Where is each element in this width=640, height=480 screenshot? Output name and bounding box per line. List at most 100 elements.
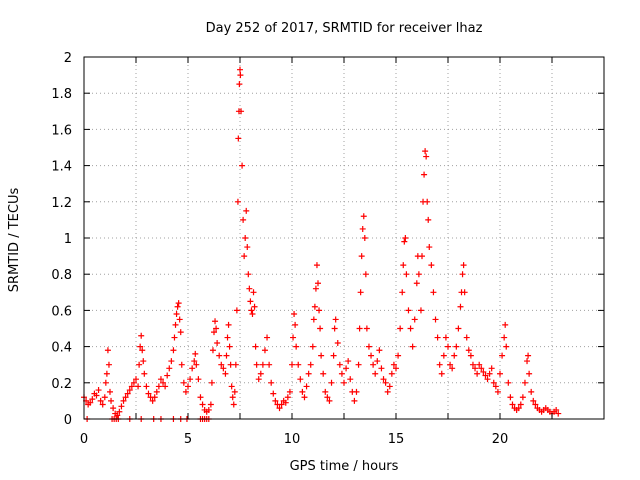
data-point bbox=[525, 352, 532, 359]
data-point bbox=[151, 394, 158, 401]
data-point bbox=[316, 307, 323, 314]
data-point bbox=[428, 262, 435, 269]
data-point bbox=[116, 408, 123, 415]
grid bbox=[84, 57, 604, 419]
axis-ticks: 0 5 10 15 20 0 0.2 0.4 0.6 0.8 1 1.2 1.4 1.6 1.8 2 bbox=[51, 51, 605, 447]
data-point bbox=[357, 289, 364, 296]
data-point bbox=[509, 401, 516, 408]
data-point bbox=[378, 365, 385, 372]
data-point bbox=[555, 410, 562, 417]
x-tick-label: 10 bbox=[284, 432, 301, 447]
data-point bbox=[237, 66, 243, 73]
data-point bbox=[241, 253, 248, 260]
data-point bbox=[494, 388, 501, 395]
data-point bbox=[245, 271, 252, 278]
data-point bbox=[421, 171, 428, 178]
data-point bbox=[197, 394, 204, 401]
data-point bbox=[266, 361, 273, 368]
data-point bbox=[250, 289, 257, 296]
data-point bbox=[388, 370, 395, 377]
data-point bbox=[521, 379, 528, 386]
x-tick-label: 15 bbox=[388, 432, 405, 447]
x-tick-label: 5 bbox=[184, 432, 192, 447]
data-point bbox=[465, 347, 472, 354]
chart-title: Day 252 of 2017, SRMTID for receiver lha… bbox=[206, 21, 483, 36]
data-point bbox=[187, 376, 194, 383]
data-point bbox=[232, 361, 239, 368]
data-point bbox=[299, 388, 306, 395]
data-point bbox=[102, 379, 109, 386]
data-point bbox=[104, 347, 111, 354]
data-point bbox=[207, 401, 214, 408]
data-point bbox=[101, 394, 108, 401]
data-point bbox=[499, 352, 506, 359]
data-point bbox=[153, 388, 160, 395]
data-point bbox=[517, 401, 524, 408]
data-point bbox=[347, 376, 354, 383]
data-point bbox=[177, 329, 184, 336]
data-point bbox=[400, 262, 407, 269]
data-point bbox=[149, 397, 156, 404]
data-point bbox=[224, 334, 231, 341]
data-point bbox=[290, 334, 297, 341]
y-tick-label: 1.6 bbox=[51, 123, 72, 138]
data-point bbox=[122, 394, 129, 401]
data-point bbox=[519, 394, 526, 401]
data-point bbox=[312, 285, 319, 292]
data-point bbox=[157, 376, 164, 383]
data-point bbox=[457, 303, 464, 310]
data-point bbox=[482, 372, 489, 379]
data-point bbox=[252, 343, 259, 350]
data-point bbox=[160, 379, 167, 386]
data-point bbox=[330, 352, 337, 359]
data-point bbox=[110, 405, 117, 412]
data-point bbox=[289, 361, 295, 368]
data-point bbox=[172, 321, 179, 328]
data-point bbox=[105, 361, 112, 368]
data-point bbox=[434, 334, 441, 341]
data-point bbox=[399, 289, 406, 296]
data-point bbox=[515, 405, 522, 412]
data-point bbox=[492, 383, 499, 390]
data-point bbox=[229, 394, 236, 401]
data-point bbox=[137, 343, 144, 350]
data-point bbox=[255, 376, 262, 383]
data-point bbox=[218, 361, 225, 368]
data-point bbox=[175, 300, 182, 307]
data-point bbox=[320, 370, 327, 377]
data-point bbox=[467, 352, 474, 359]
data-point bbox=[211, 329, 217, 336]
data-point bbox=[476, 361, 483, 368]
data-point bbox=[411, 316, 418, 323]
data-point bbox=[417, 307, 424, 314]
data-point bbox=[214, 339, 221, 346]
data-point bbox=[133, 376, 139, 383]
data-point bbox=[284, 394, 291, 401]
data-point bbox=[460, 262, 467, 269]
data-point bbox=[490, 379, 497, 386]
data-point bbox=[384, 388, 391, 395]
data-point bbox=[413, 280, 420, 287]
data-point bbox=[334, 339, 341, 346]
data-point bbox=[397, 325, 404, 332]
data-point bbox=[251, 303, 258, 310]
data-point bbox=[171, 334, 178, 341]
data-point bbox=[328, 379, 335, 386]
data-point bbox=[507, 394, 514, 401]
data-point bbox=[130, 379, 137, 386]
x-tick-label: 20 bbox=[492, 432, 509, 447]
data-point bbox=[488, 365, 495, 372]
y-tick-label: 0.2 bbox=[51, 377, 72, 392]
data-point bbox=[293, 343, 300, 350]
data-point bbox=[407, 325, 414, 332]
data-point bbox=[227, 361, 234, 368]
data-point bbox=[436, 361, 443, 368]
data-point bbox=[176, 316, 183, 323]
y-axis-label: SRMTID / TECUs bbox=[7, 188, 22, 293]
data-point bbox=[401, 238, 408, 245]
data-point bbox=[276, 405, 283, 412]
data-point bbox=[478, 365, 485, 372]
data-point bbox=[393, 365, 399, 372]
y-tick-label: 1.2 bbox=[51, 196, 72, 211]
